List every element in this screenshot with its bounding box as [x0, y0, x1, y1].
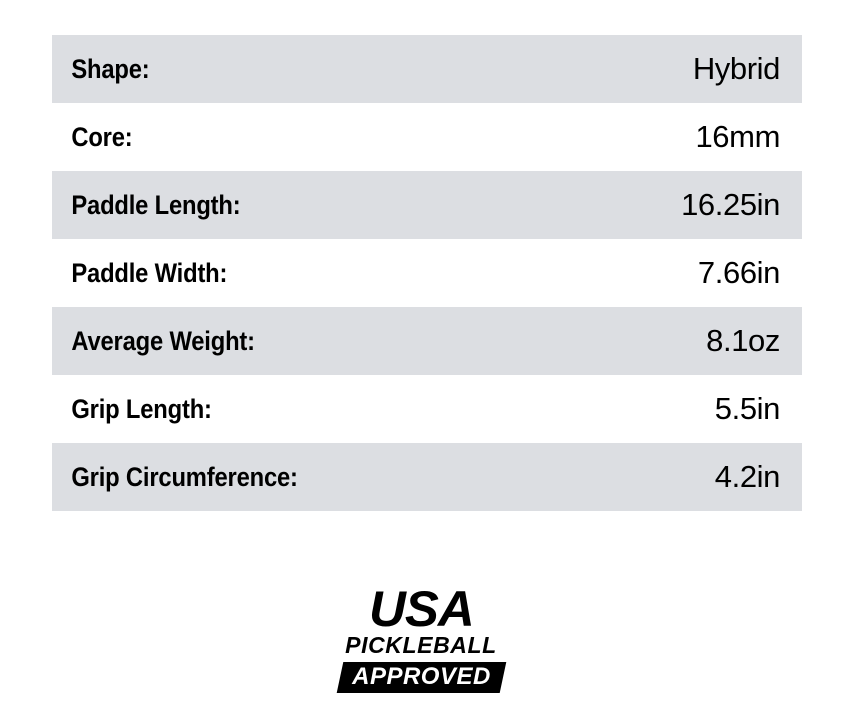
- spec-value: 4.2in: [714, 459, 781, 494]
- table-row: Grip Circumference: 4.2in: [52, 443, 802, 511]
- spec-label: Paddle Length:: [71, 189, 241, 220]
- logo-approved-badge: APPROVED: [336, 662, 506, 693]
- table-row: Average Weight: 8.1oz: [52, 307, 802, 375]
- spec-value: 7.66in: [697, 255, 780, 290]
- logo-usa-text: USA: [368, 581, 475, 637]
- spec-label: Grip Length:: [71, 393, 212, 424]
- table-row: Paddle Length: 16.25in: [52, 171, 802, 239]
- spec-value: 8.1oz: [706, 323, 780, 358]
- spec-value: 16.25in: [681, 187, 780, 222]
- spec-value: 16mm: [695, 119, 780, 154]
- spec-label: Average Weight:: [71, 325, 255, 356]
- spec-label: Shape:: [71, 53, 150, 84]
- logo-inner: USA PICKLEBALL APPROVED: [336, 581, 506, 693]
- logo-pickleball-text: PICKLEBALL: [345, 632, 497, 658]
- table-row: Paddle Width: 7.66in: [52, 239, 802, 307]
- logo-approved-text: APPROVED: [351, 663, 491, 690]
- spec-label: Core:: [71, 121, 133, 152]
- spec-label: Paddle Width:: [71, 257, 228, 288]
- spec-label: Grip Circumference:: [71, 461, 298, 492]
- spec-value: 5.5in: [714, 391, 781, 426]
- paddle-specifications-table: Shape: Hybrid Core: 16mm Paddle Length: …: [52, 35, 802, 511]
- spec-value: Hybrid: [692, 51, 781, 86]
- usa-pickleball-approved-logo: USA PICKLEBALL APPROVED: [0, 581, 842, 693]
- table-row: Shape: Hybrid: [52, 35, 802, 103]
- table-row: Core: 16mm: [52, 103, 802, 171]
- spec-table-body: Shape: Hybrid Core: 16mm Paddle Length: …: [52, 35, 802, 511]
- table-row: Grip Length: 5.5in: [52, 375, 802, 443]
